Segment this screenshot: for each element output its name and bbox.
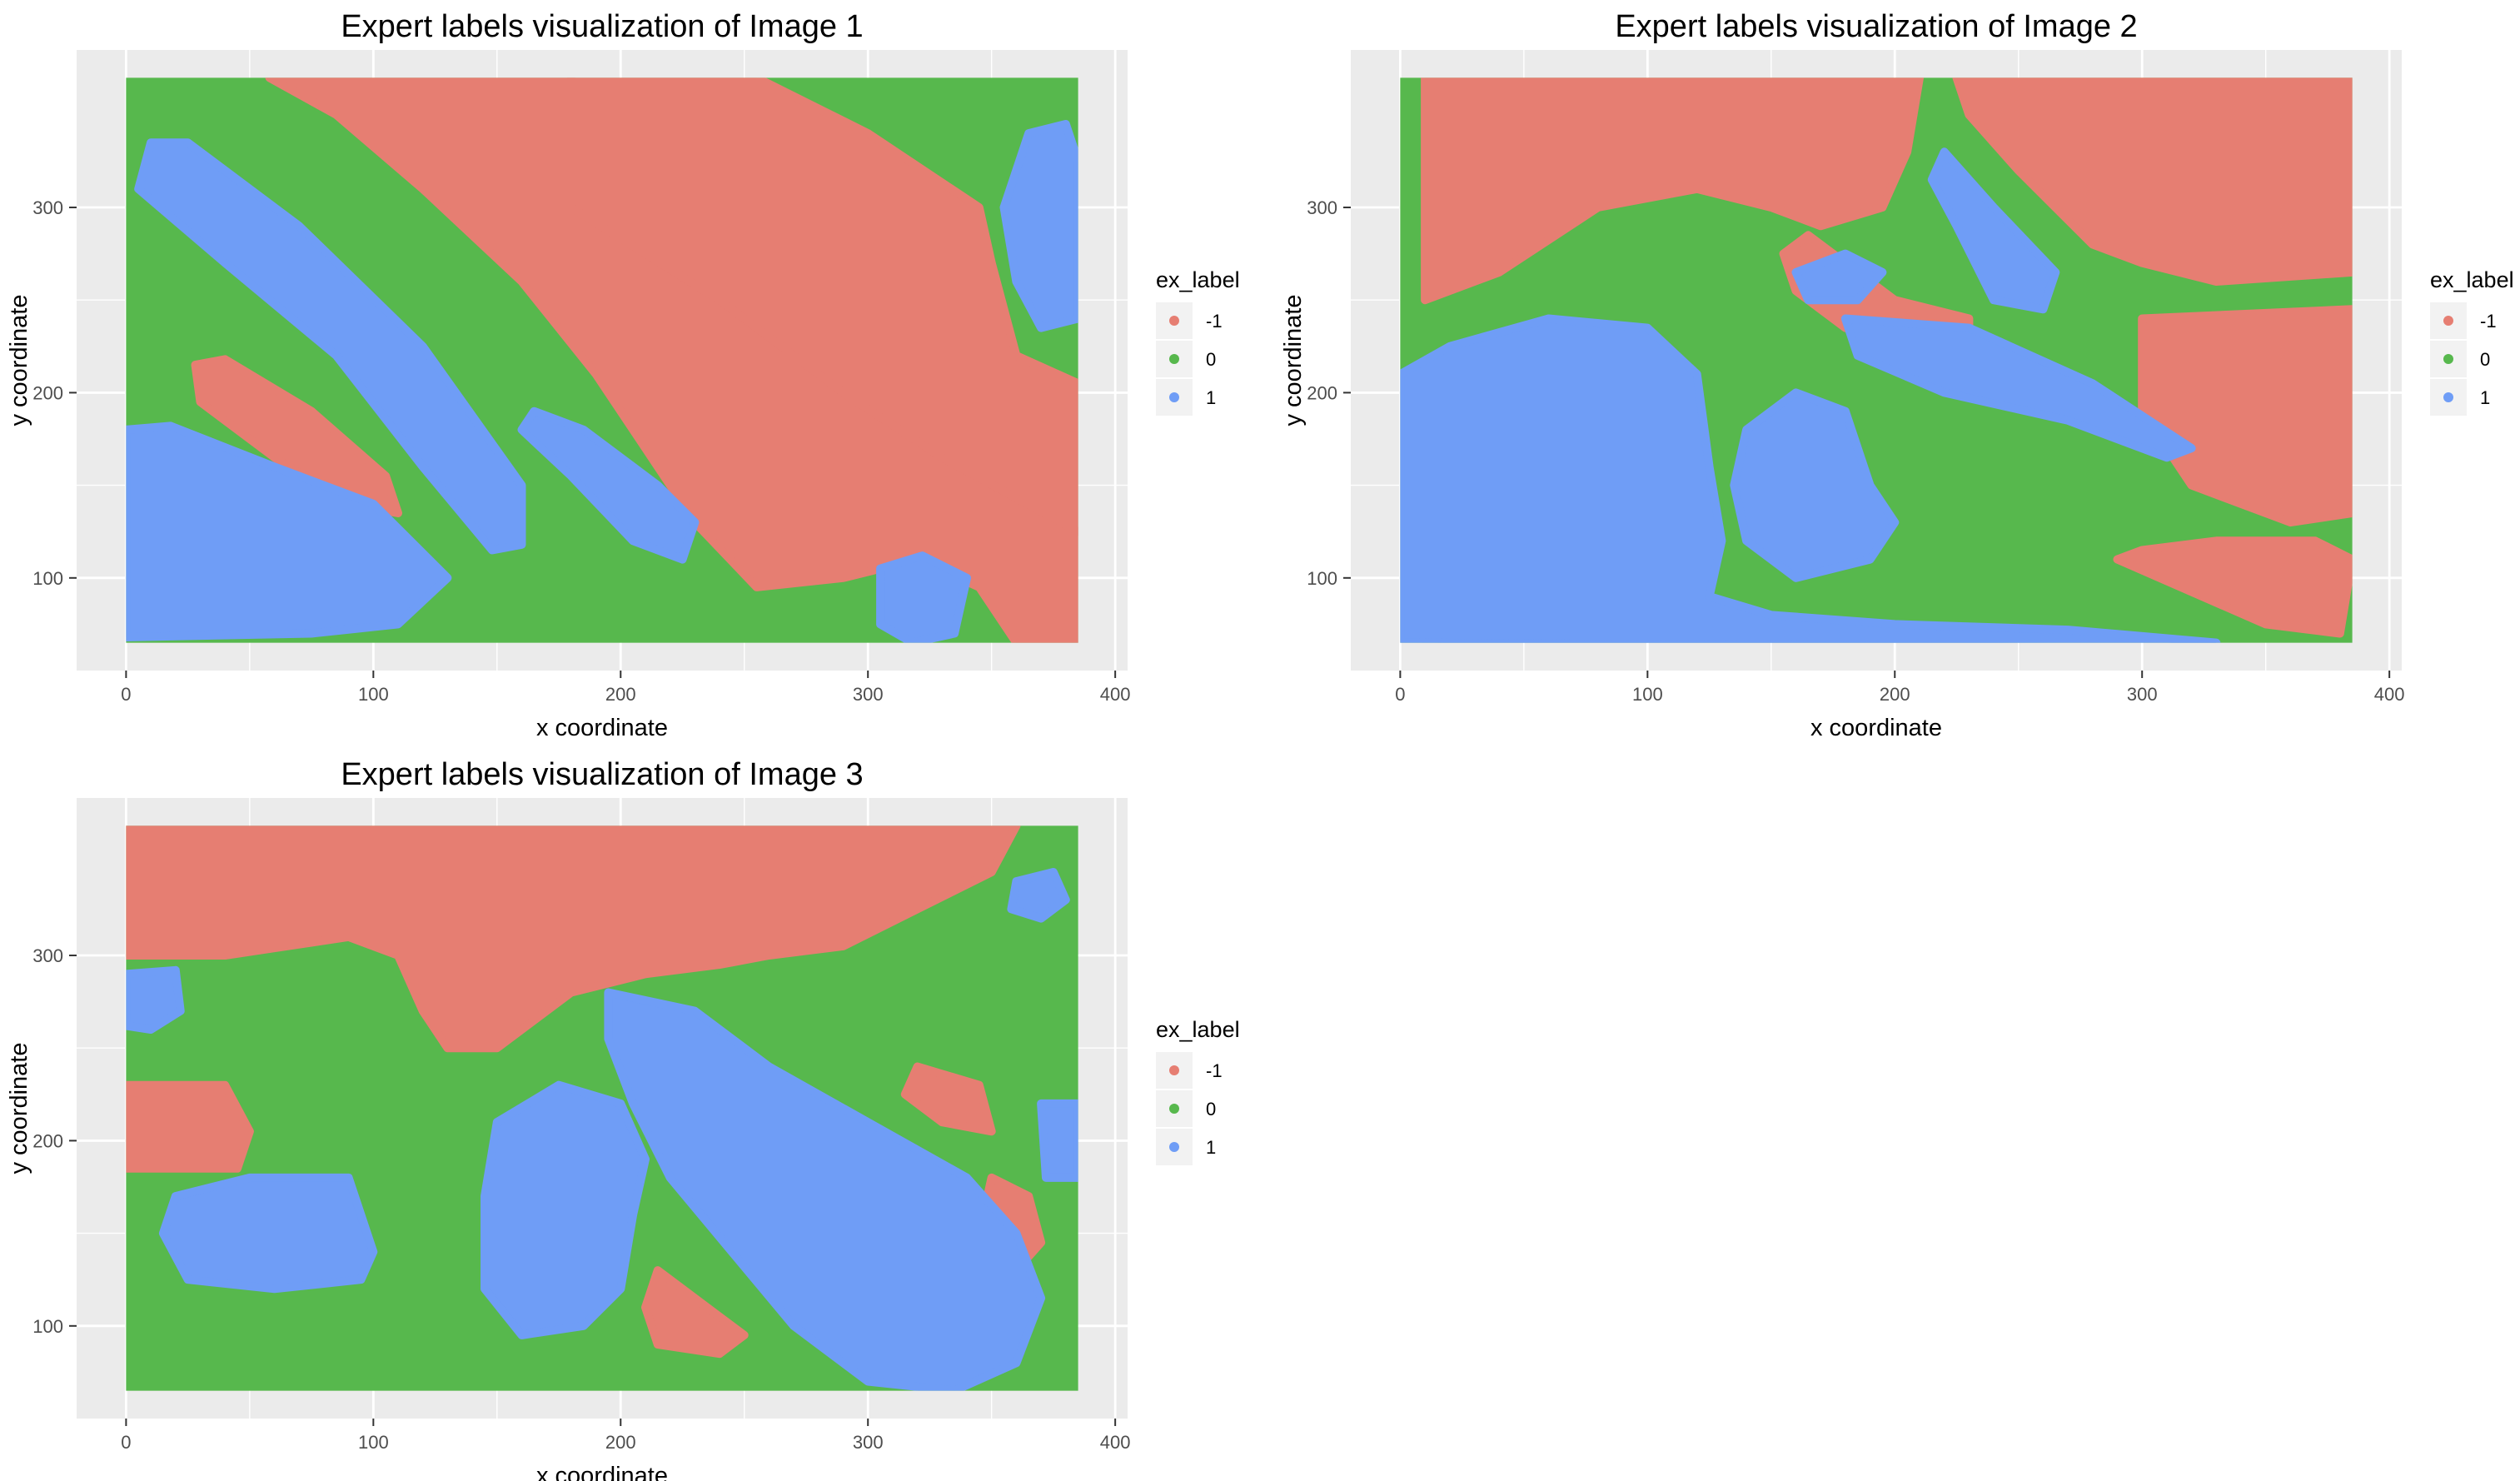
y-axis-label: y coordinate [6, 295, 32, 426]
chart-panel-2: Expert labels visualization of Image 2 0 1… [1280, 9, 2514, 741]
y-tick-label: 100 [1307, 568, 1337, 589]
y-axis-label: y coordinate [1280, 295, 1307, 426]
chart-panel-1: Expert labels visualization of Image 1 0 1… [6, 9, 1240, 741]
label-region-1 [481, 1080, 650, 1339]
y-tick-label: 100 [32, 568, 63, 589]
x-tick-label: 300 [2127, 684, 2158, 705]
legend-key-neg1 [2443, 316, 2453, 326]
label-region-neg1 [126, 825, 1021, 1053]
legend-key-0 [1169, 354, 1179, 364]
x-tick-label: 0 [121, 684, 131, 705]
label-region-1 [1037, 1099, 1078, 1182]
label-region-neg1 [900, 1062, 996, 1136]
legend-key-neg1 [1169, 1065, 1179, 1075]
x-tick-label: 0 [1395, 684, 1405, 705]
legend-title: ex_label [1156, 267, 1240, 292]
chart-panel-3: Expert labels visualization of Image 3 0 1… [6, 757, 1240, 1481]
label-region-1 [126, 965, 185, 1034]
label-region-1 [604, 988, 1046, 1391]
label-region-1 [126, 421, 452, 641]
legend-key-1 [1169, 1142, 1179, 1152]
chart-title: Expert labels visualization of Image 2 [1615, 9, 2137, 44]
label-region-1 [1007, 868, 1070, 923]
x-tick-label: 400 [1100, 684, 1131, 705]
label-regions [126, 77, 1078, 643]
legend-entry-label: -1 [1206, 311, 1223, 332]
x-tick-label: 300 [853, 1432, 884, 1453]
y-tick-label: 100 [32, 1316, 63, 1337]
y-tick-label: 200 [32, 1130, 63, 1151]
label-region-neg1 [566, 77, 1078, 536]
label-region-1 [1927, 147, 2060, 314]
x-tick-label: 100 [358, 1432, 389, 1453]
legend-entry-label: 1 [1206, 387, 1216, 408]
y-tick-label: 300 [1307, 197, 1337, 218]
label-region-1 [134, 138, 526, 555]
legend-key-0 [1169, 1104, 1179, 1114]
x-tick-label: 400 [1100, 1432, 1131, 1453]
x-tick-label: 200 [605, 684, 636, 705]
chart-title: Expert labels visualization of Image 3 [341, 757, 863, 792]
x-tick-label: 100 [358, 684, 389, 705]
y-axis-label: y coordinate [6, 1043, 32, 1174]
label-regions [126, 825, 1078, 1391]
y-tick-label: 200 [32, 382, 63, 403]
label-region-neg1 [1952, 77, 2353, 286]
x-axis-label: x coordinate [536, 715, 668, 741]
label-region-1 [1400, 314, 2221, 643]
x-tick-label: 400 [2374, 684, 2405, 705]
y-tick-label: 300 [32, 197, 63, 218]
x-axis-label: x coordinate [1810, 715, 1942, 741]
y-tick-label: 300 [32, 945, 63, 966]
label-region-1 [1730, 388, 1900, 582]
x-tick-label: 300 [853, 684, 884, 705]
legend: ex_label -1 0 1 [1156, 267, 1240, 416]
label-region-1 [158, 1173, 378, 1294]
x-tick-label: 200 [1880, 684, 1910, 705]
label-region-neg1 [1421, 77, 1924, 305]
x-tick-label: 100 [1632, 684, 1663, 705]
legend-key-0 [2443, 354, 2453, 364]
legend-entry-label: -1 [1206, 1060, 1223, 1081]
legend-key-neg1 [1169, 316, 1179, 326]
label-region-1 [1840, 314, 2196, 462]
x-tick-label: 0 [121, 1432, 131, 1453]
chart-title: Expert labels visualization of Image 1 [341, 9, 863, 44]
x-axis-label: x coordinate [536, 1463, 668, 1481]
label-region-neg1 [641, 1266, 749, 1359]
legend: ex_label -1 0 1 [2430, 267, 2514, 416]
x-tick-label: 200 [605, 1432, 636, 1453]
legend-title: ex_label [2430, 267, 2514, 292]
legend-title: ex_label [1156, 1017, 1240, 1042]
legend-entry-label: 0 [2480, 349, 2490, 370]
legend-entry-label: 1 [2480, 387, 2490, 408]
label-region-1 [999, 120, 1078, 332]
label-regions [1400, 77, 2353, 643]
legend: ex_label -1 0 1 [1156, 1017, 1240, 1165]
label-region-neg1 [191, 355, 402, 517]
label-region-1 [1791, 249, 1887, 305]
legend-key-1 [1169, 392, 1179, 402]
y-tick-label: 200 [1307, 382, 1337, 403]
label-region-1 [517, 406, 700, 564]
label-region-neg1 [2113, 536, 2353, 638]
legend-entry-label: -1 [2480, 311, 2497, 332]
legend-entry-label: 0 [1206, 349, 1216, 370]
legend-entry-label: 0 [1206, 1099, 1216, 1119]
legend-entry-label: 1 [1206, 1137, 1216, 1158]
label-region-neg1 [126, 1080, 254, 1173]
legend-key-1 [2443, 392, 2453, 402]
label-region-1 [876, 551, 971, 643]
